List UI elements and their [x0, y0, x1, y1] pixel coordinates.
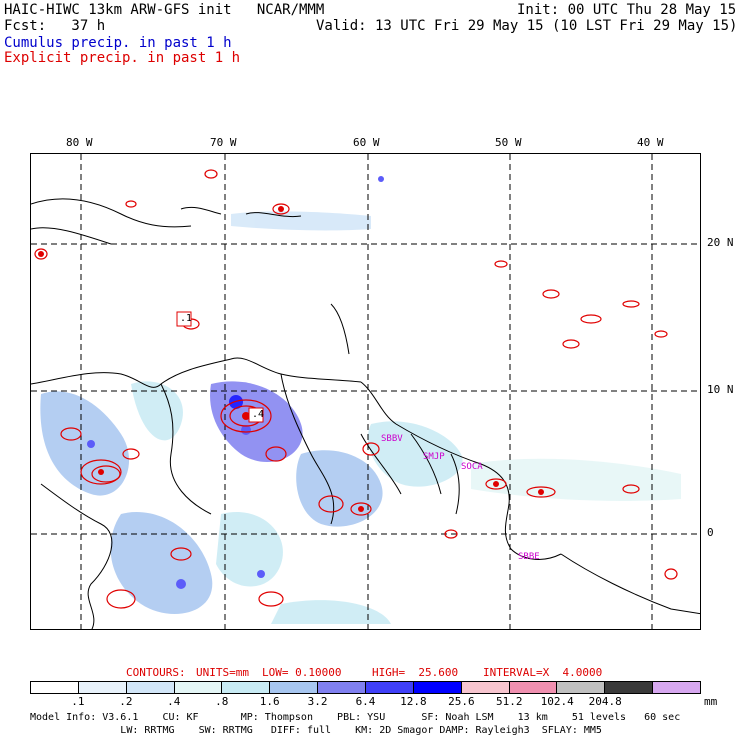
map-canvas — [31, 154, 700, 629]
contour-box-label-1: .1 — [180, 313, 193, 324]
colorbar-label: .8 — [215, 695, 229, 708]
colorbar-label: 6.4 — [355, 695, 376, 708]
colorbar-swatch — [605, 682, 654, 693]
lon-label-40w: 40 W — [637, 136, 664, 149]
colorbar-label: 1.6 — [259, 695, 280, 708]
lon-label-60w: 60 W — [353, 136, 380, 149]
colorbar-swatch — [126, 682, 175, 693]
station-soca: SOCA — [461, 462, 483, 472]
colorbar-swatch — [509, 682, 558, 693]
coastlines — [31, 198, 700, 629]
colorbar-swatch — [557, 682, 606, 693]
colorbar-swatch — [174, 682, 223, 693]
colorbar-swatch — [318, 682, 367, 693]
colorbar-swatch — [413, 682, 462, 693]
colorbar-label: 102.4 — [540, 695, 574, 708]
lat-lon-grid — [31, 154, 700, 629]
valid-time: Valid: 13 UTC Fri 29 May 15 (10 LST Fri … — [316, 18, 738, 34]
lon-label-50w: 50 W — [495, 136, 522, 149]
explicit-legend: Explicit precip. in past 1 h — [4, 50, 241, 66]
colorbar-label: 12.8 — [400, 695, 427, 708]
colorbar-swatch — [78, 682, 127, 693]
lat-label-0: 0 — [707, 526, 714, 539]
contours-low: LOW= 0.10000 — [262, 666, 342, 679]
lat-label-10n: 10 N — [707, 383, 734, 396]
station-smjp: SMJP — [423, 452, 445, 462]
model-info-line-2: LW: RRTMG SW: RRTMG DIFF: full KM: 2D Sm… — [30, 725, 602, 736]
colorbar-swatch — [366, 682, 414, 693]
precipitation-map: .1 .4 SBBV SMJP SOCA SBBE — [30, 153, 701, 630]
explicit-precip-contours — [34, 169, 678, 609]
forecast-hour: Fcst: 37 h — [4, 18, 106, 34]
init-time: Init: 00 UTC Thu 28 May 15 — [517, 2, 737, 18]
explicit-precip-cores — [38, 206, 544, 512]
colorbar-label: .4 — [167, 695, 181, 708]
contours-high: HIGH= 25.600 — [372, 666, 459, 679]
colorbar-swatch — [461, 682, 510, 693]
colorbar-unit: mm — [704, 695, 718, 708]
lat-label-20n: 20 N — [707, 236, 734, 249]
contour-box-label-2: .4 — [252, 409, 265, 420]
station-sbbe: SBBE — [518, 552, 540, 562]
contour-value-boxes — [176, 311, 264, 423]
colorbar-label: 25.6 — [448, 695, 475, 708]
colorbar-label: .1 — [71, 695, 85, 708]
model-title: HAIC-HIWC 13km ARW-GFS init NCAR/MMM — [4, 2, 325, 18]
contours-units: UNITS=mm — [196, 666, 249, 679]
colorbar-label: 51.2 — [496, 695, 523, 708]
colorbar-label: .2 — [119, 695, 133, 708]
colorbar-swatch — [31, 682, 79, 693]
station-sbbv: SBBV — [381, 434, 403, 444]
colorbar-swatch — [270, 682, 319, 693]
lon-label-80w: 80 W — [66, 136, 93, 149]
cumulus-legend: Cumulus precip. in past 1 h — [4, 35, 232, 51]
colorbar-label: 204.8 — [588, 695, 622, 708]
cumulus-precip-areas — [40, 176, 681, 624]
contours-title: CONTOURS: — [126, 666, 186, 679]
precip-colorbar — [30, 681, 701, 694]
colorbar-swatch — [653, 682, 701, 693]
lon-label-70w: 70 W — [210, 136, 237, 149]
colorbar-label: 3.2 — [307, 695, 328, 708]
colorbar-swatch — [222, 682, 271, 693]
contours-interval: INTERVAL=X 4.0000 — [483, 666, 603, 679]
model-info-line-1: Model Info: V3.6.1 CU: KF MP: Thompson P… — [30, 712, 681, 723]
